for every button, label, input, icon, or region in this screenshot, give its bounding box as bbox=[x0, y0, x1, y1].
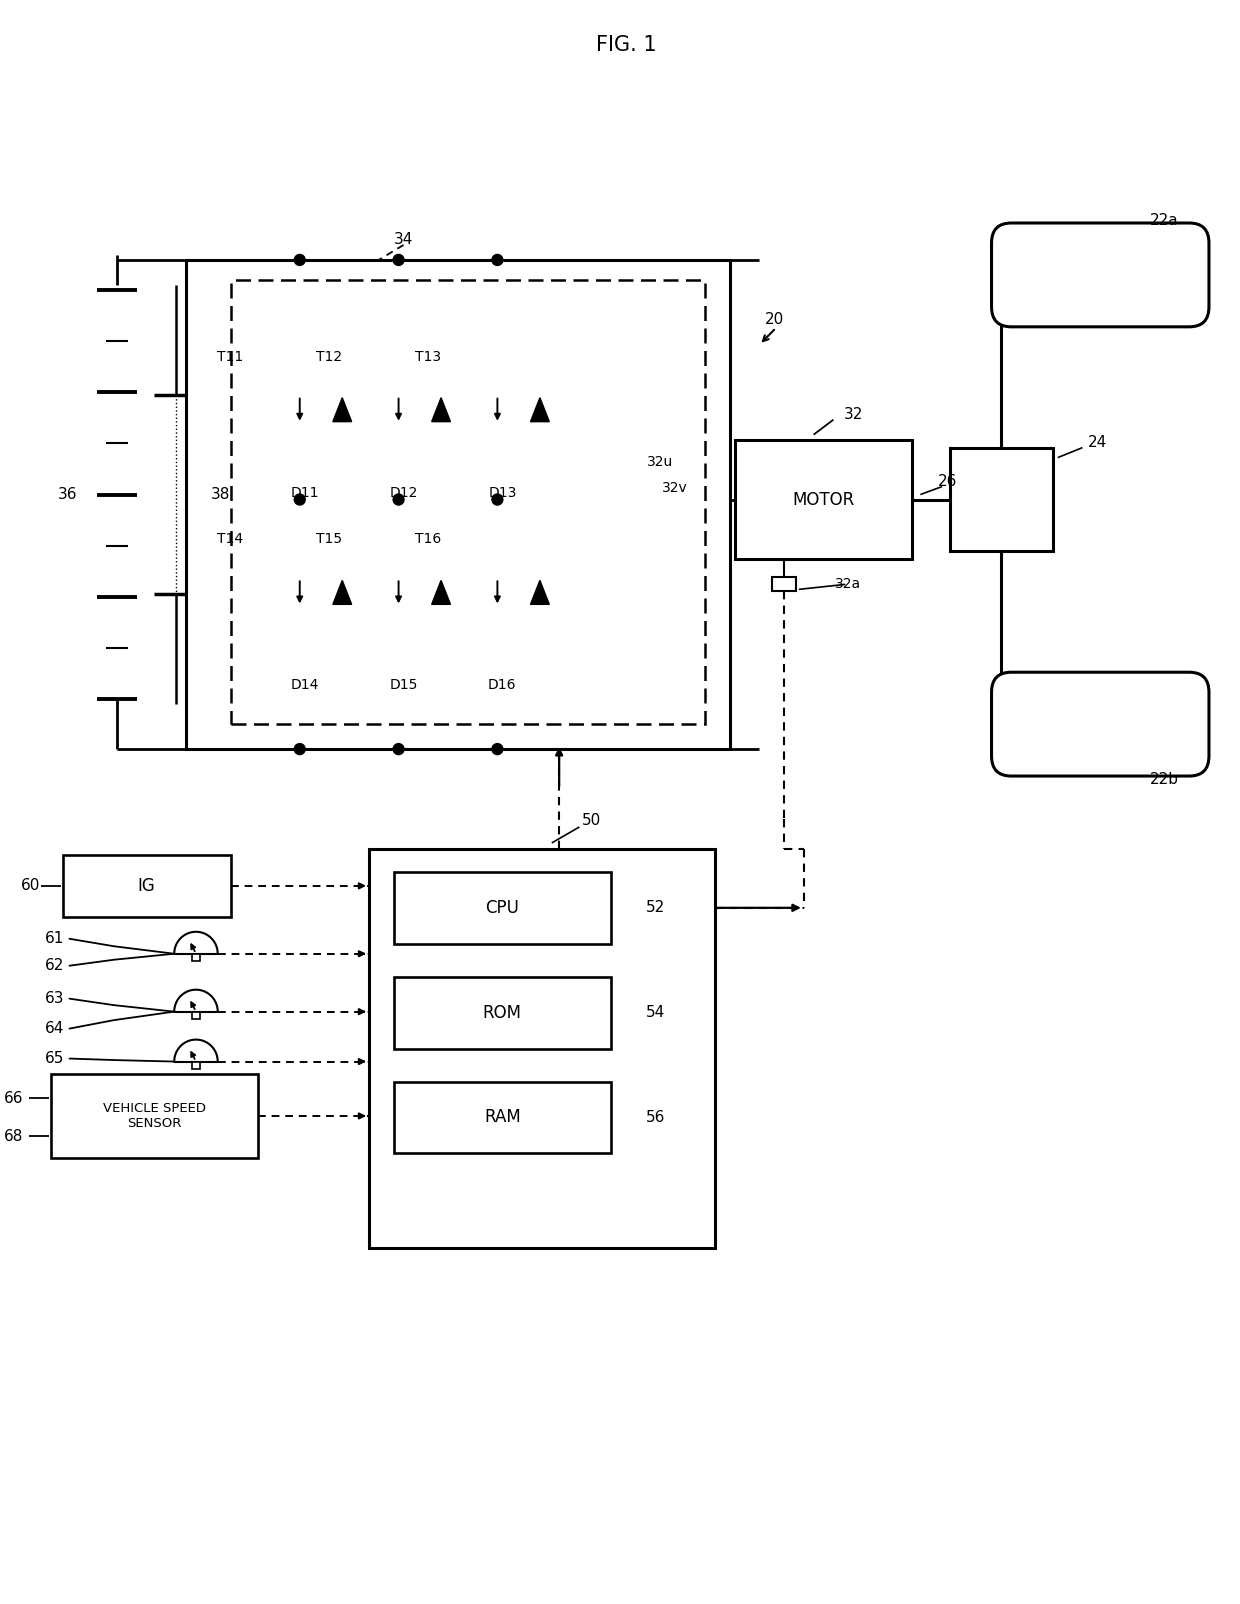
Polygon shape bbox=[332, 398, 352, 422]
Text: FIG. 1: FIG. 1 bbox=[595, 35, 656, 55]
Text: 56: 56 bbox=[646, 1110, 665, 1124]
Text: ROM: ROM bbox=[482, 1004, 522, 1022]
Circle shape bbox=[492, 744, 503, 754]
Text: T15: T15 bbox=[316, 533, 342, 547]
Text: D15: D15 bbox=[389, 678, 418, 693]
Circle shape bbox=[294, 255, 305, 265]
Circle shape bbox=[393, 255, 404, 265]
Bar bbox=[51, 1073, 258, 1158]
Bar bbox=[393, 873, 611, 943]
Text: D11: D11 bbox=[290, 486, 319, 499]
Bar bbox=[393, 977, 611, 1049]
Text: 61: 61 bbox=[45, 932, 64, 946]
Text: 32v: 32v bbox=[662, 481, 688, 494]
Polygon shape bbox=[332, 581, 352, 605]
Text: MOTOR: MOTOR bbox=[792, 491, 854, 508]
Text: D14: D14 bbox=[290, 678, 319, 693]
Text: 52: 52 bbox=[646, 900, 665, 916]
Text: 68: 68 bbox=[4, 1129, 24, 1144]
Text: T12: T12 bbox=[316, 350, 342, 364]
Text: D16: D16 bbox=[489, 678, 517, 693]
Bar bbox=[192, 954, 200, 961]
Text: VEHICLE SPEED
SENSOR: VEHICLE SPEED SENSOR bbox=[103, 1102, 206, 1129]
Text: T14: T14 bbox=[217, 533, 243, 547]
Text: T16: T16 bbox=[415, 533, 441, 547]
Bar bbox=[186, 260, 729, 749]
Text: 62: 62 bbox=[45, 958, 64, 974]
Circle shape bbox=[393, 494, 404, 505]
Circle shape bbox=[294, 744, 305, 754]
Bar bbox=[734, 439, 913, 560]
Text: 32u: 32u bbox=[647, 454, 673, 468]
Text: 36: 36 bbox=[58, 488, 77, 502]
Text: IG: IG bbox=[138, 877, 155, 895]
Circle shape bbox=[492, 255, 503, 265]
Text: 64: 64 bbox=[45, 1022, 64, 1036]
Bar bbox=[950, 448, 1053, 552]
Bar bbox=[370, 849, 714, 1248]
Text: 63: 63 bbox=[45, 991, 64, 1006]
Polygon shape bbox=[531, 581, 549, 605]
Text: D13: D13 bbox=[489, 486, 517, 499]
Bar bbox=[192, 1012, 200, 1019]
FancyBboxPatch shape bbox=[992, 672, 1209, 776]
Text: 32: 32 bbox=[843, 407, 863, 422]
Circle shape bbox=[492, 494, 503, 505]
Text: 54: 54 bbox=[646, 1006, 665, 1020]
Text: 22a: 22a bbox=[1149, 212, 1178, 228]
Text: 65: 65 bbox=[45, 1051, 64, 1067]
Text: T13: T13 bbox=[415, 350, 441, 364]
Text: D12: D12 bbox=[389, 486, 418, 499]
Polygon shape bbox=[432, 398, 450, 422]
Bar bbox=[62, 855, 231, 917]
Text: 60: 60 bbox=[21, 879, 41, 893]
Text: CPU: CPU bbox=[485, 898, 520, 917]
Text: 34: 34 bbox=[394, 233, 413, 247]
Text: RAM: RAM bbox=[484, 1108, 521, 1126]
Text: 38: 38 bbox=[211, 488, 231, 502]
Text: 20: 20 bbox=[765, 313, 784, 327]
Text: 32a: 32a bbox=[836, 577, 862, 592]
Circle shape bbox=[294, 494, 305, 505]
Polygon shape bbox=[432, 581, 450, 605]
Text: 50: 50 bbox=[582, 813, 601, 829]
Bar bbox=[393, 1081, 611, 1153]
Text: 26: 26 bbox=[937, 475, 957, 489]
Text: 24: 24 bbox=[1087, 435, 1106, 451]
Text: T11: T11 bbox=[217, 350, 244, 364]
Bar bbox=[231, 281, 704, 723]
Circle shape bbox=[393, 744, 404, 754]
Bar bbox=[192, 1062, 200, 1070]
Text: 22b: 22b bbox=[1149, 772, 1179, 786]
FancyBboxPatch shape bbox=[992, 223, 1209, 327]
Polygon shape bbox=[531, 398, 549, 422]
Text: 66: 66 bbox=[4, 1091, 24, 1107]
Bar bbox=[773, 577, 796, 592]
